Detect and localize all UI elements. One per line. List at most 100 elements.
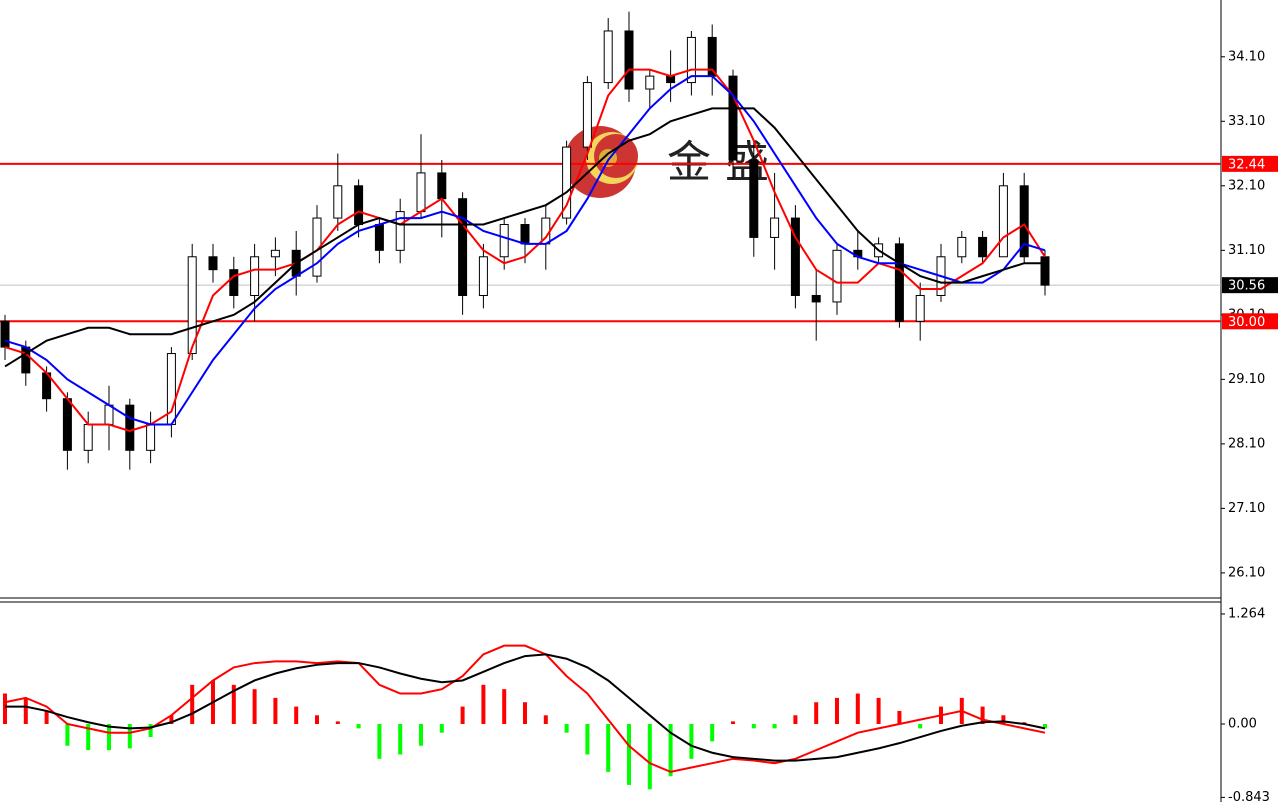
candle-body bbox=[957, 236, 967, 258]
histogram-bar bbox=[231, 684, 236, 725]
histogram-bar bbox=[918, 724, 923, 729]
level-label: 30.00 bbox=[1228, 315, 1265, 330]
histogram-bar bbox=[190, 684, 195, 725]
histogram-bar bbox=[169, 715, 174, 725]
histogram-bar bbox=[44, 710, 49, 725]
histogram-bar bbox=[585, 724, 590, 755]
histogram-bar bbox=[876, 697, 881, 725]
candle-body bbox=[395, 211, 405, 251]
level-label: 32.44 bbox=[1228, 157, 1265, 172]
candle-body bbox=[790, 217, 800, 296]
y-tick-label: 29.10 bbox=[1228, 372, 1265, 387]
histogram-bar bbox=[814, 702, 819, 725]
histogram-bar bbox=[627, 724, 631, 785]
candle-body bbox=[978, 236, 988, 258]
histogram-bar bbox=[710, 724, 715, 742]
histogram-bar bbox=[543, 715, 548, 725]
histogram-bar bbox=[252, 689, 257, 725]
level-label: 30.56 bbox=[1228, 279, 1265, 294]
histogram-bar bbox=[377, 724, 382, 759]
histogram-bar bbox=[793, 715, 798, 725]
candle-body bbox=[458, 198, 468, 296]
candle-body bbox=[728, 75, 738, 161]
candle-body bbox=[520, 224, 530, 245]
histogram-bar bbox=[689, 724, 694, 759]
histogram-bar bbox=[855, 693, 860, 725]
candle-body bbox=[915, 294, 925, 322]
histogram-bar bbox=[647, 724, 652, 790]
histogram-bar bbox=[564, 724, 569, 733]
level-label-box bbox=[1222, 155, 1278, 172]
y-tick-label: 26.10 bbox=[1228, 565, 1265, 580]
histogram-bar bbox=[502, 689, 507, 725]
histogram-bar bbox=[772, 724, 777, 729]
y-tick-label: -0.843 bbox=[1228, 790, 1270, 802]
histogram-bar bbox=[460, 706, 465, 725]
candle-body bbox=[83, 424, 93, 451]
histogram-bar bbox=[523, 702, 527, 725]
candle-body bbox=[437, 172, 447, 200]
indicator-line bbox=[4, 644, 1046, 773]
histogram-bar bbox=[1043, 724, 1047, 729]
histogram-bar bbox=[356, 724, 361, 729]
candle-body bbox=[250, 256, 260, 296]
candle-body bbox=[811, 294, 821, 303]
histogram-bar bbox=[315, 715, 319, 725]
y-tick-label: 31.10 bbox=[1228, 243, 1265, 258]
candle-body bbox=[416, 172, 426, 213]
y-tick-label: 34.10 bbox=[1228, 49, 1265, 64]
indicator-line bbox=[5, 653, 1046, 762]
candle-body bbox=[374, 224, 384, 251]
candle-body bbox=[603, 30, 613, 84]
candle-body bbox=[125, 404, 135, 451]
candle-body bbox=[354, 185, 364, 226]
y-tick-label: 27.10 bbox=[1228, 501, 1265, 516]
candle-body bbox=[478, 256, 488, 296]
candle-body bbox=[624, 30, 634, 90]
candle-body bbox=[1040, 256, 1050, 286]
candle-body bbox=[749, 159, 759, 238]
histogram-bar bbox=[751, 724, 756, 729]
candle-body bbox=[62, 398, 72, 451]
indicator-line bbox=[4, 68, 1046, 433]
candle-body bbox=[187, 256, 197, 355]
candle-body bbox=[832, 249, 842, 303]
y-tick-label: 1.264 bbox=[1228, 606, 1265, 621]
histogram-bar bbox=[835, 697, 839, 725]
candle-body bbox=[1019, 185, 1029, 258]
level-label-box bbox=[1222, 313, 1278, 330]
histogram-bar bbox=[481, 684, 486, 725]
histogram-bar bbox=[1001, 715, 1006, 725]
histogram-bar bbox=[3, 693, 7, 725]
candle-body bbox=[0, 320, 10, 348]
y-tick-label: 32.10 bbox=[1228, 178, 1265, 193]
histogram-bar bbox=[398, 724, 403, 755]
histogram-bar bbox=[980, 706, 985, 725]
histogram-bar bbox=[273, 697, 278, 725]
histogram-bar bbox=[419, 724, 423, 746]
candle-body bbox=[208, 256, 218, 271]
indicator-line bbox=[4, 75, 1046, 426]
y-tick-label: 28.10 bbox=[1228, 436, 1265, 451]
y-tick-label: 0.00 bbox=[1228, 717, 1257, 732]
histogram-bar bbox=[294, 706, 299, 725]
candle-body bbox=[270, 249, 280, 258]
candle-body bbox=[645, 75, 655, 90]
histogram-bar bbox=[606, 724, 611, 772]
histogram-bar bbox=[107, 724, 111, 751]
candle-body bbox=[229, 269, 239, 296]
candle-body bbox=[686, 36, 696, 84]
indicator-line bbox=[4, 107, 1045, 368]
histogram-bar bbox=[731, 721, 735, 725]
histogram-bar bbox=[439, 724, 444, 733]
histogram-bar bbox=[668, 724, 673, 777]
candle-body bbox=[562, 146, 572, 219]
candle-body bbox=[499, 224, 509, 258]
candle-body bbox=[894, 243, 904, 322]
histogram-bar bbox=[148, 724, 153, 738]
histogram-bar bbox=[23, 697, 28, 725]
candle-body bbox=[770, 217, 780, 238]
histogram-bar bbox=[897, 710, 902, 725]
